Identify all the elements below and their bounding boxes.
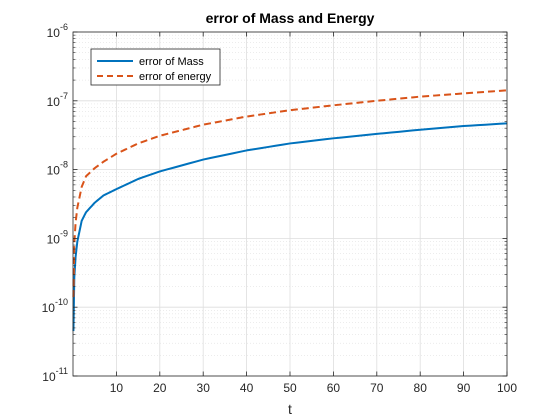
x-tick-label: 50 — [283, 381, 297, 395]
tick-labels: 10 20 30 40 50 60 70 80 90 100 10-11 10-10 10-9 10-8 1… — [42, 22, 518, 395]
series-layer — [72, 89, 508, 332]
y-tick-label: 10-9 — [47, 228, 68, 246]
legend[interactable]: error of Mass error of energy — [90, 48, 221, 86]
chart-title: error of Mass and Energy — [206, 10, 375, 26]
x-tick-label: 10 — [110, 381, 124, 395]
y-tick-label: 10-8 — [47, 160, 68, 178]
axis-ticks — [73, 31, 508, 377]
legend-label-energy: error of energy — [139, 71, 212, 83]
series-line-energy — [72, 89, 508, 298]
x-tick-label: 60 — [327, 381, 341, 395]
grid — [73, 31, 508, 377]
x-tick-label: 90 — [457, 381, 471, 395]
x-tick-label: 30 — [197, 381, 211, 395]
y-tick-label: 10-10 — [42, 297, 68, 315]
x-tick-label: 70 — [370, 381, 384, 395]
legend-box — [90, 48, 221, 86]
x-tick-label: 20 — [153, 381, 167, 395]
x-tick-label: 80 — [414, 381, 428, 395]
x-axis-label: t — [288, 401, 292, 417]
y-tick-label: 10-7 — [47, 91, 68, 109]
x-tick-label: 100 — [497, 381, 517, 395]
y-tick-label: 10-6 — [47, 22, 68, 40]
y-tick-label: 10-11 — [42, 366, 68, 384]
x-tick-label: 40 — [240, 381, 254, 395]
legend-label-mass: error of Mass — [139, 56, 204, 68]
series-line-mass — [72, 122, 508, 332]
